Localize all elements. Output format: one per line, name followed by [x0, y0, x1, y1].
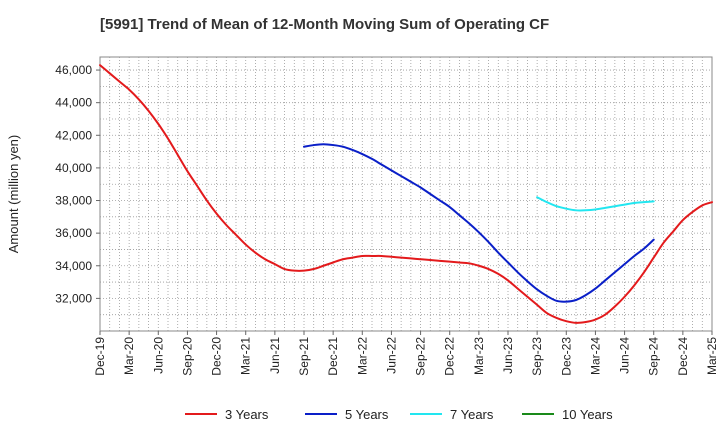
x-tick-label: Dec-23 [559, 337, 573, 376]
x-tick-label: Dec-19 [93, 337, 107, 376]
x-tick-label: Mar-22 [355, 337, 369, 375]
y-axis-ticks: 32,000 34,000 36,000 38,000 40,000 42,000 44,0… [55, 63, 100, 305]
x-tick-label: Mar-20 [122, 337, 136, 375]
x-tick-label: Dec-24 [676, 337, 690, 376]
x-tick-label: Sep-22 [414, 337, 428, 376]
series-layer [99, 64, 713, 324]
x-tick-label: Mar-21 [239, 337, 253, 375]
legend-item-3-years: 3 Years [185, 407, 269, 422]
x-tick-label: Jun-23 [501, 337, 515, 374]
x-tick-label: Mar-24 [588, 337, 602, 375]
legend-item-7-years: 7 Years [410, 407, 494, 422]
grid-horizontal [100, 69, 712, 316]
legend-label: 7 Years [450, 407, 494, 422]
series-line-7-years [536, 196, 655, 212]
plot-area [99, 56, 713, 332]
x-tick-label: Mar-23 [472, 337, 486, 375]
legend-item-10-years: 10 Years [522, 407, 613, 422]
y-tick-label: 32,000 [55, 291, 92, 305]
x-tick-label: Dec-20 [210, 337, 224, 376]
legend-label: 3 Years [225, 407, 269, 422]
y-tick-label: 44,000 [55, 96, 92, 110]
x-tick-label: Jun-20 [151, 337, 165, 374]
series-line-3-years [99, 64, 713, 324]
y-tick-label: 38,000 [55, 194, 92, 208]
y-tick-label: 34,000 [55, 259, 92, 273]
x-tick-label: Jun-24 [618, 337, 632, 374]
x-tick-label: Jun-21 [268, 337, 282, 374]
legend-item-5-years: 5 Years [305, 407, 389, 422]
x-tick-label: Sep-21 [297, 337, 311, 376]
chart-title: [5991] Trend of Mean of 12-Month Moving … [100, 16, 549, 33]
series-line-5-years [303, 143, 655, 303]
plot-frame [99, 56, 713, 332]
y-tick-label: 40,000 [55, 161, 92, 175]
y-tick-label: 36,000 [55, 226, 92, 240]
legend-label: 5 Years [345, 407, 389, 422]
y-tick-label: 46,000 [55, 63, 92, 77]
x-tick-label: Jun-22 [384, 337, 398, 374]
y-axis-title: Amount (million yen) [6, 135, 21, 254]
x-tick-label: Mar-25 [705, 337, 719, 375]
y-tick-label: 42,000 [55, 128, 92, 142]
x-tick-label: Sep-24 [647, 337, 661, 376]
x-axis-ticks: Dec-19 Mar-20 Jun-20 Sep-20 Dec-20 Mar-21 Jun-… [93, 331, 719, 376]
x-tick-label: Dec-22 [443, 337, 457, 376]
x-tick-label: Sep-20 [180, 337, 194, 376]
x-tick-label: Dec-21 [326, 337, 340, 376]
x-tick-label: Sep-23 [530, 337, 544, 376]
legend-label: 10 Years [562, 407, 613, 422]
legend: 3 Years 5 Years 7 Years 10 Years [185, 407, 613, 422]
